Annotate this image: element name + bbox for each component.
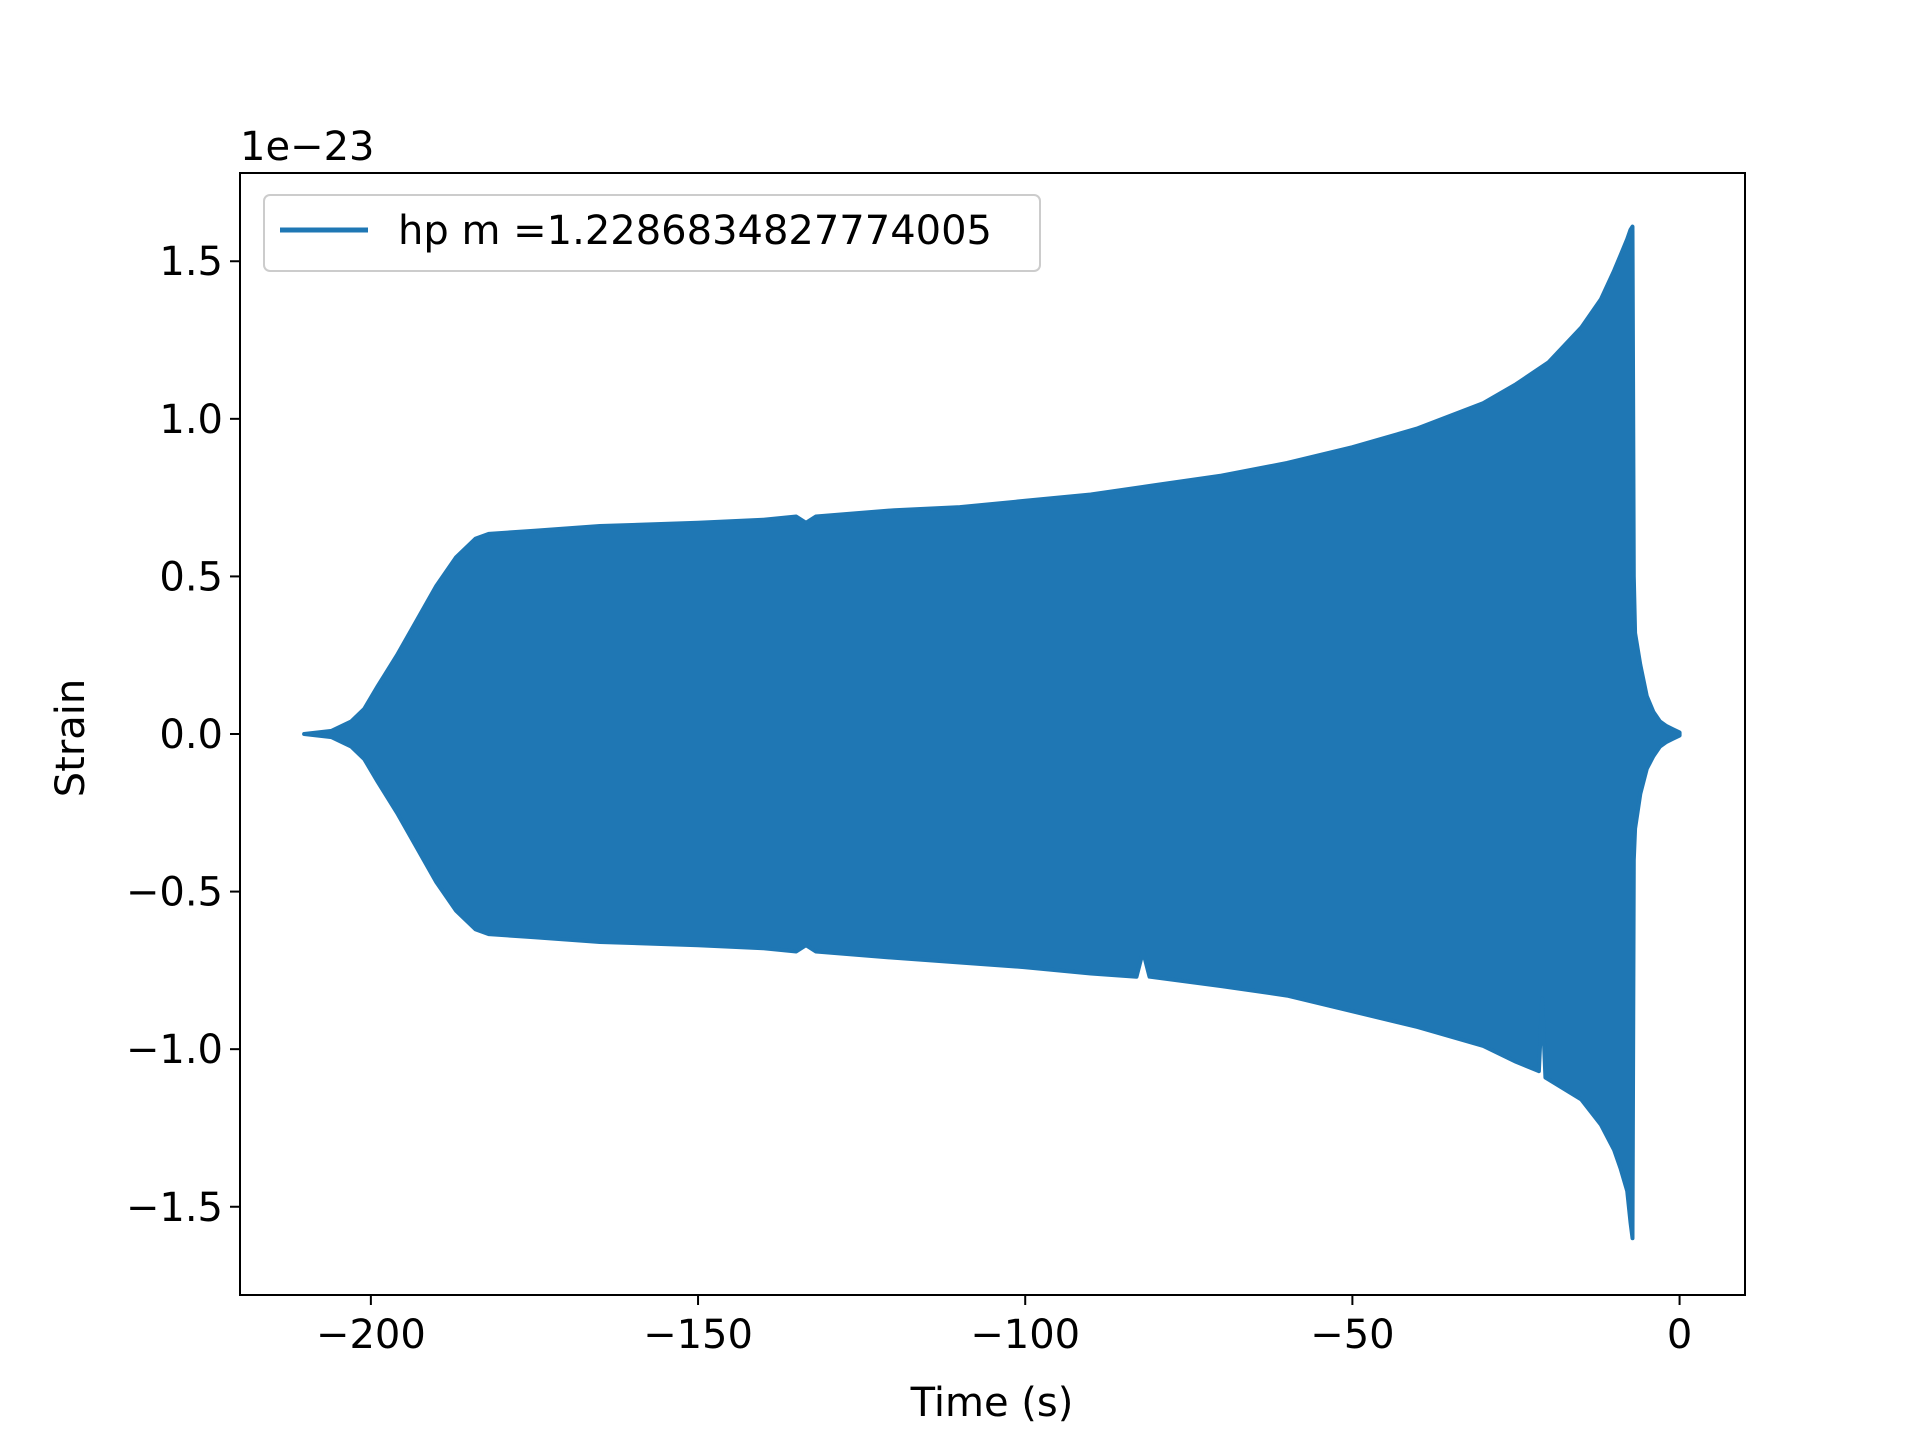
x-tick-label: −200 (316, 1312, 426, 1358)
y-tick-label: −1.5 (126, 1185, 223, 1231)
series-0-waveform (302, 224, 1682, 1241)
y-tick-label: −1.0 (126, 1027, 223, 1073)
y-tick-label: 0.0 (159, 712, 223, 758)
x-axis-label: Time (s) (910, 1380, 1074, 1426)
x-tick-label: −150 (643, 1312, 753, 1358)
legend-box (263, 194, 1041, 272)
series-layer (302, 224, 1682, 1241)
legend-label: hp m =1.2286834827774005 (398, 208, 992, 254)
x-axis: −200 −150 −100 −50 0 (316, 1295, 1692, 1358)
x-tick-label: −100 (970, 1312, 1080, 1358)
legend: hp m =1.2286834827774005 (263, 194, 1041, 272)
y-offset-label: 1e−23 (240, 124, 374, 170)
x-tick-label: 0 (1667, 1312, 1692, 1358)
y-tick-label: 1.0 (159, 397, 223, 443)
y-tick-label: −0.5 (126, 870, 223, 916)
y-tick-label: 0.5 (159, 554, 223, 600)
y-axis-label: Strain (48, 679, 94, 798)
y-tick-label: 1.5 (159, 239, 223, 285)
x-tick-label: −50 (1310, 1312, 1394, 1358)
y-axis: −1.5 −1.0 −0.5 0.0 0.5 1.0 1.5 (126, 239, 240, 1231)
